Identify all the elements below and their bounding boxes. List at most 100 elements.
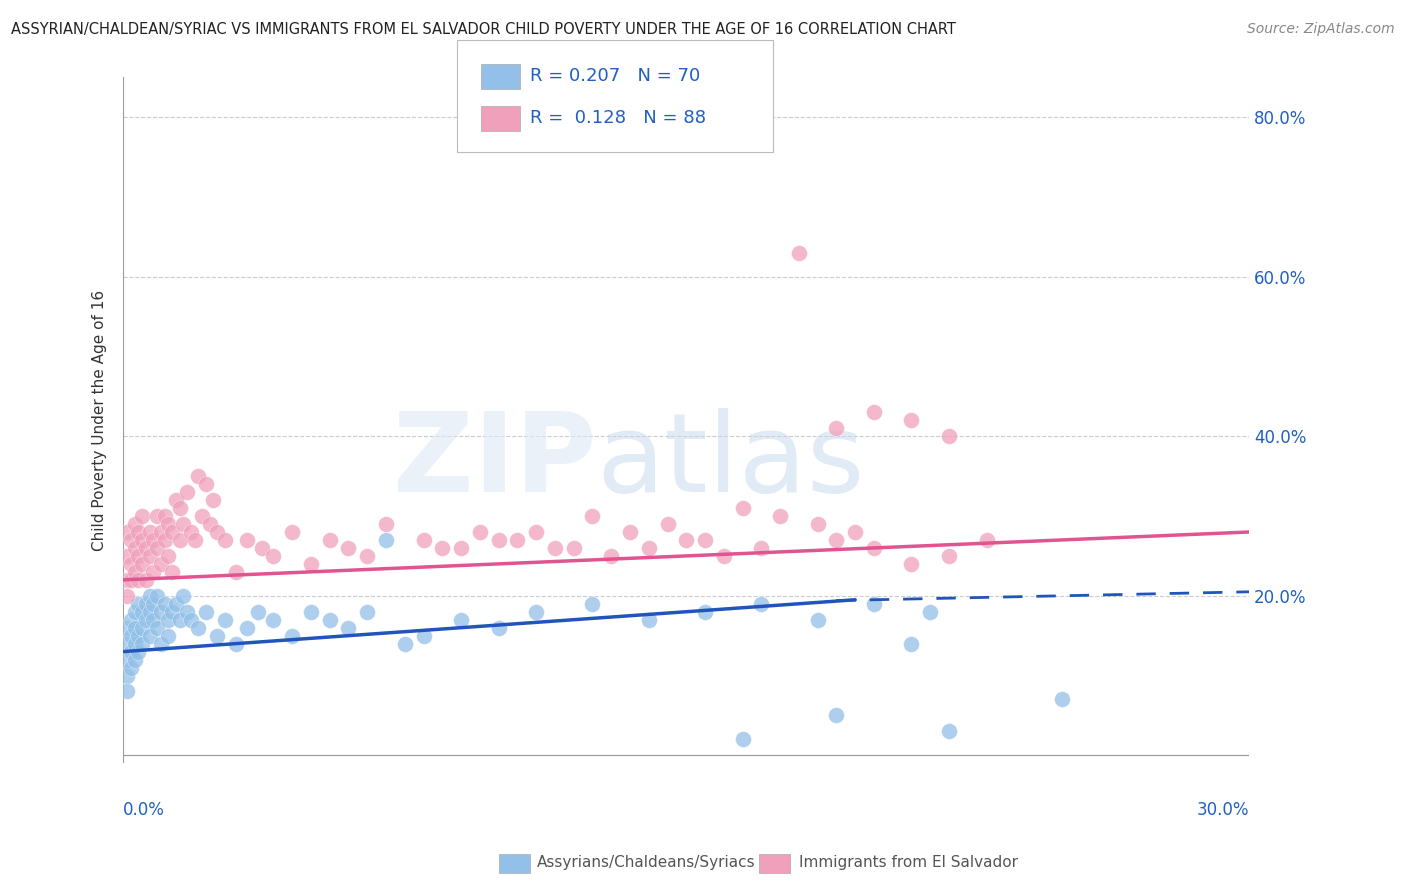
Point (938, 724, 960, 739)
Point (183, 533, 205, 547)
Point (120, 613, 142, 627)
Point (214, 613, 236, 627)
Point (127, 644, 149, 658)
Point (127, 629, 149, 643)
Text: 0.0%: 0.0% (124, 801, 165, 819)
Point (337, 541, 360, 555)
Point (657, 516, 679, 531)
Point (769, 509, 792, 524)
Point (194, 477, 217, 491)
Point (825, 533, 848, 547)
Point (124, 541, 146, 555)
Point (160, 565, 183, 579)
Point (169, 501, 191, 516)
Point (157, 549, 180, 563)
Point (751, 597, 773, 611)
Point (138, 524, 160, 539)
Point (619, 524, 641, 539)
Point (675, 533, 697, 547)
Point (938, 549, 960, 563)
Text: atlas: atlas (596, 408, 865, 515)
Point (115, 524, 138, 539)
Point (180, 524, 202, 539)
Point (131, 533, 153, 547)
Point (787, 245, 810, 260)
Point (176, 485, 198, 500)
Point (120, 644, 142, 658)
Point (807, 613, 830, 627)
Point (281, 524, 304, 539)
Point (713, 549, 735, 563)
Point (488, 533, 510, 547)
Point (138, 605, 160, 619)
Point (299, 605, 322, 619)
Point (938, 429, 960, 443)
Text: 30.0%: 30.0% (1197, 801, 1250, 819)
Text: Source: ZipAtlas.com: Source: ZipAtlas.com (1247, 22, 1395, 37)
Point (187, 469, 209, 483)
Point (581, 509, 603, 524)
Point (157, 613, 180, 627)
Point (262, 613, 284, 627)
Point (863, 597, 886, 611)
Text: ASSYRIAN/CHALDEAN/SYRIAC VS IMMIGRANTS FROM EL SALVADOR CHILD POVERTY UNDER THE : ASSYRIAN/CHALDEAN/SYRIAC VS IMMIGRANTS F… (11, 22, 956, 37)
Point (225, 637, 247, 651)
Point (127, 573, 149, 587)
Point (157, 629, 180, 643)
Point (120, 557, 142, 571)
Point (115, 549, 138, 563)
Point (180, 613, 202, 627)
Point (115, 621, 138, 635)
Point (146, 621, 169, 635)
Point (319, 533, 342, 547)
Point (146, 541, 169, 555)
Point (172, 516, 194, 531)
Point (176, 605, 198, 619)
Y-axis label: Child Poverty Under the Age of 16: Child Poverty Under the Age of 16 (93, 290, 107, 551)
Point (205, 629, 228, 643)
Point (127, 549, 149, 563)
Point (169, 533, 191, 547)
Point (825, 708, 848, 723)
Point (153, 533, 176, 547)
Point (214, 533, 236, 547)
Point (375, 516, 398, 531)
Point (138, 589, 160, 603)
Point (1050, 692, 1073, 706)
Point (135, 541, 157, 555)
Point (124, 621, 146, 635)
Point (115, 573, 138, 587)
Text: R = 0.207   N = 70: R = 0.207 N = 70 (530, 67, 700, 85)
Point (356, 605, 378, 619)
Point (863, 541, 886, 555)
Point (124, 516, 146, 531)
Point (127, 597, 149, 611)
Point (488, 621, 510, 635)
Point (693, 605, 716, 619)
Point (412, 533, 434, 547)
Point (375, 533, 398, 547)
Point (562, 541, 585, 555)
Point (149, 605, 172, 619)
Point (900, 637, 922, 651)
Point (637, 613, 659, 627)
Point (142, 597, 165, 611)
Point (135, 573, 157, 587)
Point (160, 605, 183, 619)
Point (236, 533, 259, 547)
Text: ZIP: ZIP (392, 408, 596, 515)
Point (524, 524, 547, 539)
Point (142, 565, 165, 579)
Point (120, 629, 142, 643)
Point (637, 541, 659, 555)
Point (976, 533, 998, 547)
Point (172, 589, 194, 603)
Point (153, 509, 176, 524)
Point (450, 541, 472, 555)
Point (146, 509, 169, 524)
Point (807, 516, 830, 531)
Point (131, 637, 153, 651)
Point (202, 493, 225, 508)
Point (194, 605, 217, 619)
Point (600, 549, 623, 563)
